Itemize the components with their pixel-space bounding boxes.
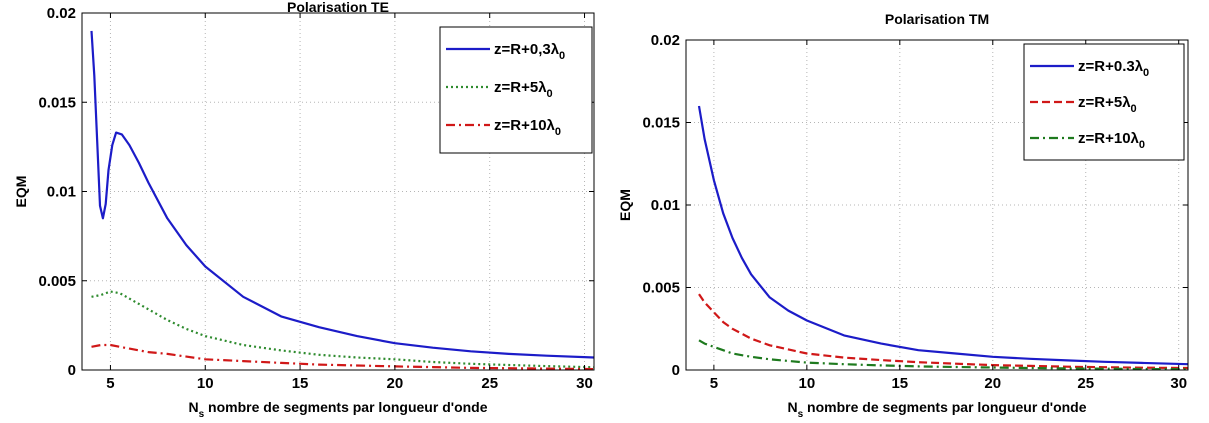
legend-label-1: z=R+5λ0 bbox=[494, 79, 553, 100]
y-axis-label: EQM bbox=[13, 176, 29, 208]
legend-label-main: z=R+10λ bbox=[1078, 130, 1140, 147]
x-tick-label: 30 bbox=[576, 375, 593, 392]
y-tick-label: 0.015 bbox=[38, 94, 76, 111]
x-tick-label: 10 bbox=[799, 375, 816, 392]
x-axis-label: Ns nombre de segments par longueur d'ond… bbox=[787, 399, 1086, 420]
legend-label-0: z=R+0.3λ0 bbox=[1078, 58, 1149, 79]
y-axis-label: EQM bbox=[617, 189, 633, 221]
x-axis-label-main: N bbox=[787, 399, 797, 415]
x-tick-label: 15 bbox=[292, 375, 309, 392]
legend-label-1: z=R+5λ0 bbox=[1078, 94, 1137, 115]
legend-label-sub: 0 bbox=[555, 126, 561, 138]
legend-label-0: z=R+0,3λ0 bbox=[494, 41, 565, 62]
y-tick-label: 0.01 bbox=[651, 197, 680, 214]
series-line-2 bbox=[91, 343, 595, 371]
chart-panel-tm: 5 10 15 20 25 30 0 0.005 0.01 0.015 0.02 Polarisati… bbox=[604, 0, 1209, 423]
x-axis-label: Ns nombre de segments par longueur d'ond… bbox=[188, 399, 487, 420]
chart-tm: 5 10 15 20 25 30 0 0.005 0.01 0.015 0.02 Polarisati… bbox=[617, 11, 1189, 420]
legend-label-sub: 0 bbox=[1139, 139, 1145, 151]
legend-label-2: z=R+10λ0 bbox=[1078, 130, 1145, 151]
series-line-1 bbox=[698, 293, 1189, 370]
legend-label-sub: 0 bbox=[1143, 67, 1149, 79]
y-tick-label: 0.015 bbox=[642, 115, 680, 132]
x-axis-label-sub: s bbox=[798, 409, 804, 420]
x-tick-label: 20 bbox=[387, 375, 404, 392]
y-tick-label: 0.005 bbox=[38, 273, 76, 290]
legend-box bbox=[1023, 43, 1185, 161]
chart-title: Polarisation TM bbox=[885, 11, 989, 27]
legend-label-2: z=R+10λ0 bbox=[494, 117, 561, 138]
series-line-2 bbox=[698, 339, 1189, 371]
y-tick-label: 0 bbox=[672, 362, 680, 379]
legend-label-main: z=R+5λ bbox=[494, 79, 547, 96]
legend-label-main: z=R+5λ bbox=[1078, 94, 1131, 111]
series-line-0 bbox=[697, 105, 1189, 366]
x-tick-label: 20 bbox=[984, 375, 1001, 392]
x-tick-label: 25 bbox=[481, 375, 498, 392]
x-axis-label-rest: nombre de segments par longueur d'onde bbox=[803, 399, 1087, 415]
x-tick-label: 25 bbox=[1077, 375, 1094, 392]
chart-te: 5 10 15 20 25 30 0 0.005 0.01 0.015 0.02 Polarisati… bbox=[13, 0, 595, 420]
x-axis-label-rest: nombre de segments par longueur d'onde bbox=[204, 399, 488, 415]
legend-label-sub: 0 bbox=[559, 50, 565, 62]
y-tick-label: 0.02 bbox=[651, 32, 680, 49]
x-tick-label: 10 bbox=[197, 375, 214, 392]
y-tick-label: 0 bbox=[68, 362, 76, 379]
series-line-0 bbox=[90, 30, 595, 359]
chart-panel-te: 5 10 15 20 25 30 0 0.005 0.01 0.015 0.02 Polarisati… bbox=[0, 0, 600, 423]
legend-label-main: z=R+0.3λ bbox=[1078, 58, 1144, 75]
y-tick-label: 0.01 bbox=[47, 184, 76, 201]
y-tick-label: 0.02 bbox=[47, 5, 76, 22]
x-tick-label: 15 bbox=[891, 375, 908, 392]
legend-label-sub: 0 bbox=[547, 88, 553, 100]
legend-label-main: z=R+0,3λ bbox=[494, 41, 560, 58]
x-tick-label: 5 bbox=[106, 375, 114, 392]
x-axis-label-main: N bbox=[188, 399, 198, 415]
x-tick-label: 30 bbox=[1170, 375, 1187, 392]
chart-title: Polarisation TE bbox=[287, 0, 389, 15]
y-tick-label: 0.005 bbox=[642, 280, 680, 297]
x-axis-label-sub: s bbox=[199, 409, 205, 420]
x-tick-label: 5 bbox=[710, 375, 718, 392]
legend-label-sub: 0 bbox=[1131, 103, 1137, 115]
legend-label-main: z=R+10λ bbox=[494, 117, 556, 134]
